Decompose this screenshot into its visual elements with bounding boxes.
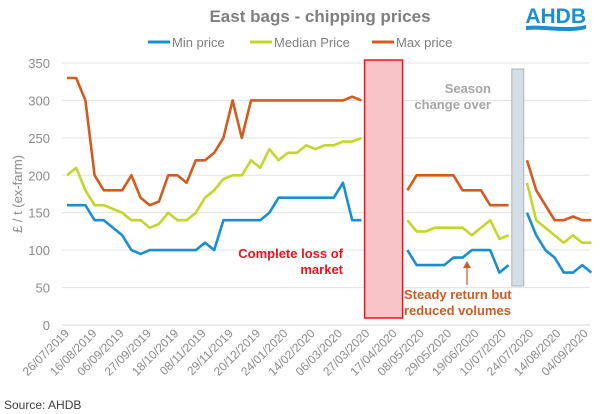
y-tick-label: 300 — [28, 93, 50, 108]
y-axis-ticks: 0 50 100 150 200 250 300 350 — [28, 56, 50, 333]
y-tick-label: 200 — [28, 168, 50, 183]
y-tick-label: 0 — [43, 318, 50, 333]
chart-title: East bags - chipping prices — [209, 7, 430, 26]
series-line-max — [406, 174, 509, 207]
lockdown-highlight — [363, 59, 404, 319]
series-line-median — [66, 136, 362, 229]
ahdb-logo: AHDB — [525, 5, 586, 32]
annotation-steady-return: Steady return but — [404, 287, 512, 302]
series-line-max — [67, 76, 362, 207]
y-tick-label: 100 — [28, 243, 50, 258]
annotation-loss-of-market: Complete loss of — [238, 246, 343, 261]
logo-wave-icon — [526, 25, 586, 32]
source-note: Source: AHDB — [4, 398, 81, 412]
series-line-median — [525, 182, 592, 244]
series-lines — [66, 76, 593, 274]
annotation-season-change: change over — [414, 97, 491, 112]
annotation-steady-return: reduced volumes — [404, 303, 511, 318]
y-tick-label: 50 — [36, 281, 50, 296]
gridlines — [62, 62, 590, 326]
y-tick-label: 250 — [28, 131, 50, 146]
legend-label-median: Median Price — [274, 35, 350, 50]
highlight-regions — [363, 59, 525, 319]
series-line-min — [406, 248, 510, 274]
y-axis-label: £ / t (ex-farm) — [10, 155, 25, 233]
series-line-median — [406, 218, 510, 241]
legend-label-min: Min price — [172, 35, 225, 50]
arrow-up-icon — [463, 261, 471, 268]
annotation-season-change: Season — [445, 81, 491, 96]
logo-text: AHDB — [525, 5, 586, 28]
legend-label-max: Max price — [396, 35, 452, 50]
legend: Min price Median Price Max price — [148, 35, 452, 50]
y-tick-label: 350 — [28, 56, 50, 71]
series-line-max — [525, 159, 592, 222]
x-axis-ticks: 26/07/201916/08/201906/09/201927/09/2019… — [20, 324, 591, 379]
y-tick-label: 150 — [28, 206, 50, 221]
series-line-min — [67, 181, 362, 256]
season-change-highlight — [511, 68, 525, 287]
annotation-loss-of-market: market — [300, 262, 343, 277]
series-line-min — [525, 212, 593, 274]
